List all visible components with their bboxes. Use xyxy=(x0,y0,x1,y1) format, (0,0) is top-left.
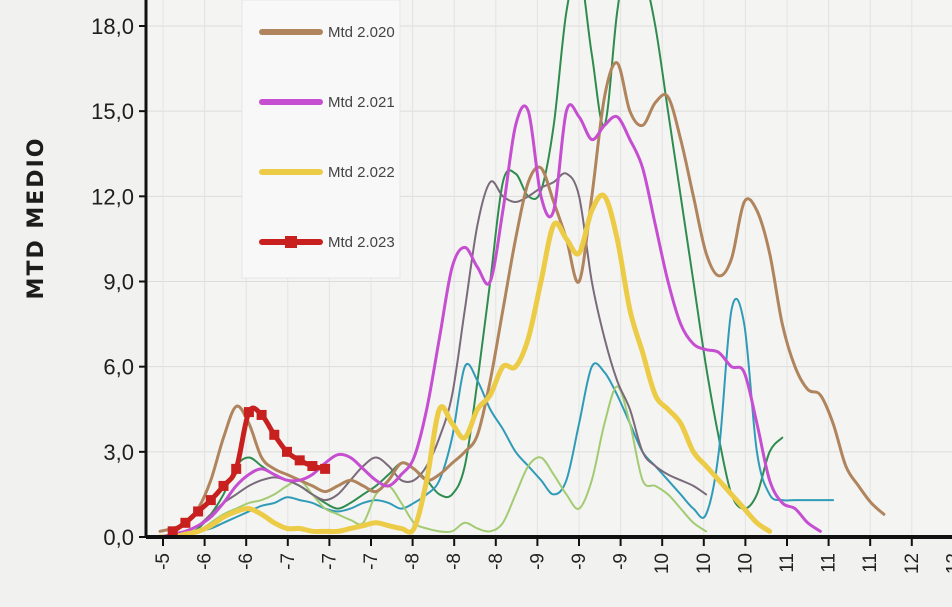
legend-label: Mtd 2.020 xyxy=(328,24,395,41)
legend-label: Mtd 2.021 xyxy=(328,94,395,111)
legend-box xyxy=(241,0,401,279)
legend-marker xyxy=(285,236,297,248)
data-point-marker xyxy=(256,409,267,420)
data-point-marker xyxy=(193,506,204,517)
x-tick-label: -9 xyxy=(527,553,548,570)
y-tick-label: 6,0 xyxy=(103,355,134,380)
x-tick-label: -7 xyxy=(278,553,299,570)
data-point-marker xyxy=(294,455,305,466)
y-axis-title: MTD MEDIO xyxy=(24,137,49,300)
data-point-marker xyxy=(320,463,331,474)
x-tick-label: 12 xyxy=(943,553,952,574)
x-tick-label: -6 xyxy=(195,553,216,570)
x-tick-label: 10 xyxy=(652,553,673,574)
x-tick-label: -8 xyxy=(486,553,507,570)
y-tick-label: 18,0 xyxy=(91,14,134,39)
x-tick-label: 10 xyxy=(694,553,715,574)
x-axis-ticks: -5 -6 -6 -7 -7 -7 -8 -8 -8 -9 -9 -9 10 10 10 11 11 11 12 12 xyxy=(153,537,952,574)
series-line-mtd-2-022 xyxy=(157,192,773,537)
y-tick-label: 9,0 xyxy=(103,270,134,295)
series-line-unlabeled-7 xyxy=(159,172,708,537)
y-tick-label: 0,0 xyxy=(103,525,134,550)
x-tick-label: 11 xyxy=(777,553,798,573)
data-point-marker xyxy=(243,407,254,418)
data-point-marker xyxy=(231,463,242,474)
x-tick-label: 12 xyxy=(902,553,923,574)
data-point-marker xyxy=(205,495,216,506)
y-tick-label: 15,0 xyxy=(91,99,134,124)
data-point-marker xyxy=(218,480,229,491)
x-tick-label: -8 xyxy=(444,553,465,570)
legend-label: Mtd 2.023 xyxy=(328,234,395,251)
data-point-marker xyxy=(180,517,191,528)
x-tick-label: 10 xyxy=(735,553,756,574)
series-layer xyxy=(157,0,886,537)
series-line-unlabeled-6 xyxy=(159,385,708,537)
data-point-marker xyxy=(282,446,292,457)
x-tick-label: -8 xyxy=(403,553,424,570)
data-point-marker xyxy=(307,461,318,472)
x-tick-label: -9 xyxy=(569,553,590,570)
x-tick-label: -6 xyxy=(236,553,257,570)
data-point-marker xyxy=(167,526,178,537)
x-tick-label: 11 xyxy=(819,553,840,573)
x-tick-label: 11 xyxy=(860,553,881,573)
y-tick-label: 12,0 xyxy=(91,184,134,209)
y-axis-ticks: 0,0 3,0 6,0 9,0 12,0 15,0 18,0 xyxy=(91,14,146,550)
legend: Mtd 2.020 Mtd 2.021 Mtd 2.022 Mtd 2.023 xyxy=(241,0,401,279)
x-tick-label: -7 xyxy=(319,553,340,570)
series-line-mtd-2-021 xyxy=(158,103,822,537)
y-tick-label: 3,0 xyxy=(103,440,134,465)
x-tick-label: -9 xyxy=(611,553,632,570)
x-tick-label: -7 xyxy=(361,553,382,570)
x-tick-label: -5 xyxy=(153,553,174,570)
data-point-marker xyxy=(269,429,280,440)
series-line-mtd-2-020 xyxy=(158,61,886,533)
legend-label: Mtd 2.022 xyxy=(328,164,395,181)
